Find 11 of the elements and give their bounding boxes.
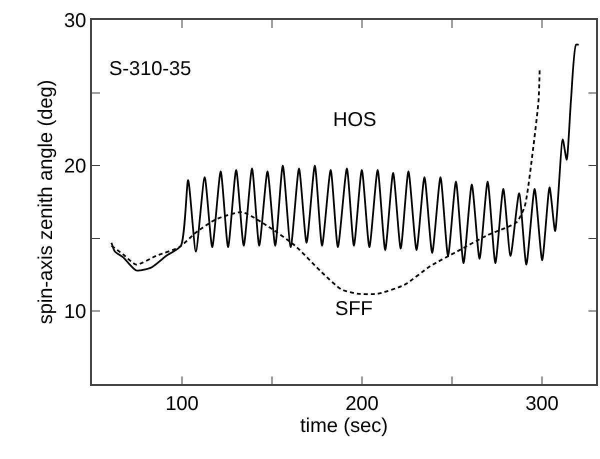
- x-tick-label: 100: [165, 392, 199, 415]
- y-tick-label: 10: [64, 301, 86, 324]
- y-tick-label: 20: [64, 156, 86, 178]
- x-tick-label: 200: [345, 392, 379, 415]
- annotation: S-310-35: [109, 58, 192, 80]
- x-tick-label: 300: [525, 392, 559, 415]
- x-axis-title: time (sec): [300, 414, 388, 437]
- y-tick-label: 30: [64, 10, 86, 32]
- series-label: HOS: [333, 109, 376, 131]
- series-label: SFF: [335, 298, 373, 320]
- y-axis-title: spin-axis zenith angle (deg): [35, 80, 57, 324]
